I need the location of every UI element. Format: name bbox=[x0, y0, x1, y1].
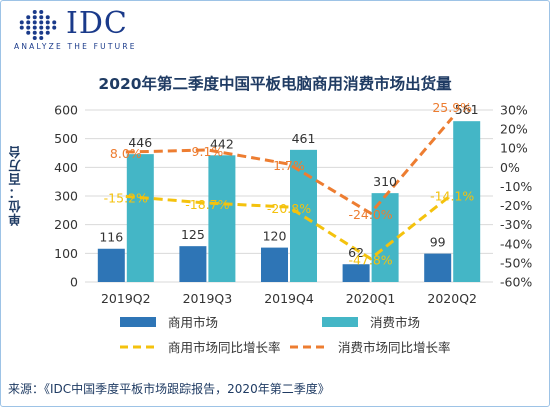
commercial-yoy-label: -14.1% bbox=[430, 188, 474, 203]
y-tick-label: 300 bbox=[54, 189, 78, 204]
commercial-yoy-label: -18.7% bbox=[185, 197, 229, 212]
y2-tick-label: 30% bbox=[500, 103, 528, 118]
chart-title: 2020年第二季度中国平板电脑商用消费市场出货量 bbox=[98, 75, 452, 93]
bar-commercial bbox=[97, 248, 125, 282]
bar-consumer bbox=[126, 154, 154, 282]
bar-commercial bbox=[261, 247, 288, 282]
y2-tick-label: -60% bbox=[500, 275, 532, 290]
y2-tick-label: 0% bbox=[500, 160, 520, 175]
bar-commercial bbox=[424, 253, 452, 282]
consumer-yoy-label: -24.0% bbox=[348, 207, 392, 222]
y-tick-label: 200 bbox=[54, 217, 78, 232]
consumer-yoy-label: 1.7% bbox=[273, 158, 305, 173]
legend-label: 消费市场 bbox=[370, 315, 420, 330]
legend-label: 商用市场同比增长率 bbox=[168, 340, 281, 355]
legend-item: 消费市场 bbox=[322, 315, 420, 330]
bar-data-label: 125 bbox=[181, 227, 205, 242]
line-commercial-yoy bbox=[125, 193, 454, 261]
legend-label: 商用市场 bbox=[168, 315, 218, 330]
commercial-yoy-label: -15.2% bbox=[104, 190, 148, 205]
x-tick-label: 2020Q2 bbox=[427, 291, 477, 306]
bar-consumer bbox=[453, 121, 481, 283]
y2-tick-label: -10% bbox=[500, 179, 532, 194]
source-note: 来源：《IDC中国季度平板市场跟踪报告，2020年第二季度》 bbox=[8, 382, 330, 396]
y2-tick-label: 20% bbox=[500, 122, 528, 137]
line-consumer-yoy bbox=[125, 116, 454, 216]
legend-item: 消费市场同比增长率 bbox=[290, 340, 451, 355]
consumer-yoy-label: 25.9% bbox=[432, 100, 472, 115]
y2-tick-label: -50% bbox=[500, 255, 532, 270]
y2-tick-label: -40% bbox=[500, 236, 532, 251]
chart-plot: 116 125 120 62 99 446 442 461 310 561 -15.2% -18.7%… bbox=[54, 100, 532, 355]
bar-data-label: 446 bbox=[128, 135, 152, 150]
x-tick-label: 2020Q1 bbox=[346, 291, 396, 306]
logo-tagline: ANALYZE THE FUTURE bbox=[14, 42, 137, 51]
bar-data-label: 99 bbox=[430, 235, 446, 250]
consumer-yoy-label: 8.0% bbox=[110, 146, 142, 161]
y2-tick-label: -30% bbox=[500, 217, 532, 232]
y-tick-label: 500 bbox=[54, 131, 78, 146]
y-tick-label: 600 bbox=[54, 103, 78, 118]
bar-data-label: 442 bbox=[210, 136, 234, 151]
bar-data-label: 561 bbox=[455, 102, 479, 117]
x-tick-label: 2019Q4 bbox=[264, 291, 314, 306]
legend-swatch bbox=[322, 317, 358, 327]
y2-tick-label: 10% bbox=[500, 141, 528, 156]
y-tick-label: 100 bbox=[54, 246, 78, 261]
x-tick-label: 2019Q2 bbox=[101, 291, 151, 306]
bar-data-label: 120 bbox=[263, 229, 287, 244]
y-tick-label: 400 bbox=[54, 160, 78, 175]
legend-item: 商用市场同比增长率 bbox=[120, 340, 281, 355]
commercial-yoy-label: -20.8% bbox=[267, 201, 311, 216]
bar-commercial bbox=[342, 264, 370, 282]
bar-data-label: 116 bbox=[99, 230, 123, 245]
bar-data-label: 461 bbox=[292, 131, 316, 146]
y2-tick-label: -20% bbox=[500, 198, 532, 213]
legend-swatch bbox=[120, 317, 156, 327]
consumer-yoy-label: 9.1% bbox=[192, 144, 224, 159]
logo-text: IDC bbox=[66, 6, 128, 41]
y-tick-label: 0 bbox=[70, 275, 78, 290]
bar-data-label: 310 bbox=[373, 174, 397, 189]
idc-dot-globe-icon bbox=[19, 10, 57, 40]
x-tick-label: 2019Q3 bbox=[183, 291, 233, 306]
bar-commercial bbox=[179, 246, 207, 282]
legend-item: 商用市场 bbox=[120, 315, 218, 330]
bar-consumer bbox=[208, 155, 236, 282]
legend-label: 消费市场同比增长率 bbox=[338, 340, 451, 355]
commercial-yoy-label: -47.8% bbox=[348, 253, 392, 268]
bar-consumer bbox=[290, 149, 317, 282]
bar-data-label: 62 bbox=[348, 245, 364, 260]
